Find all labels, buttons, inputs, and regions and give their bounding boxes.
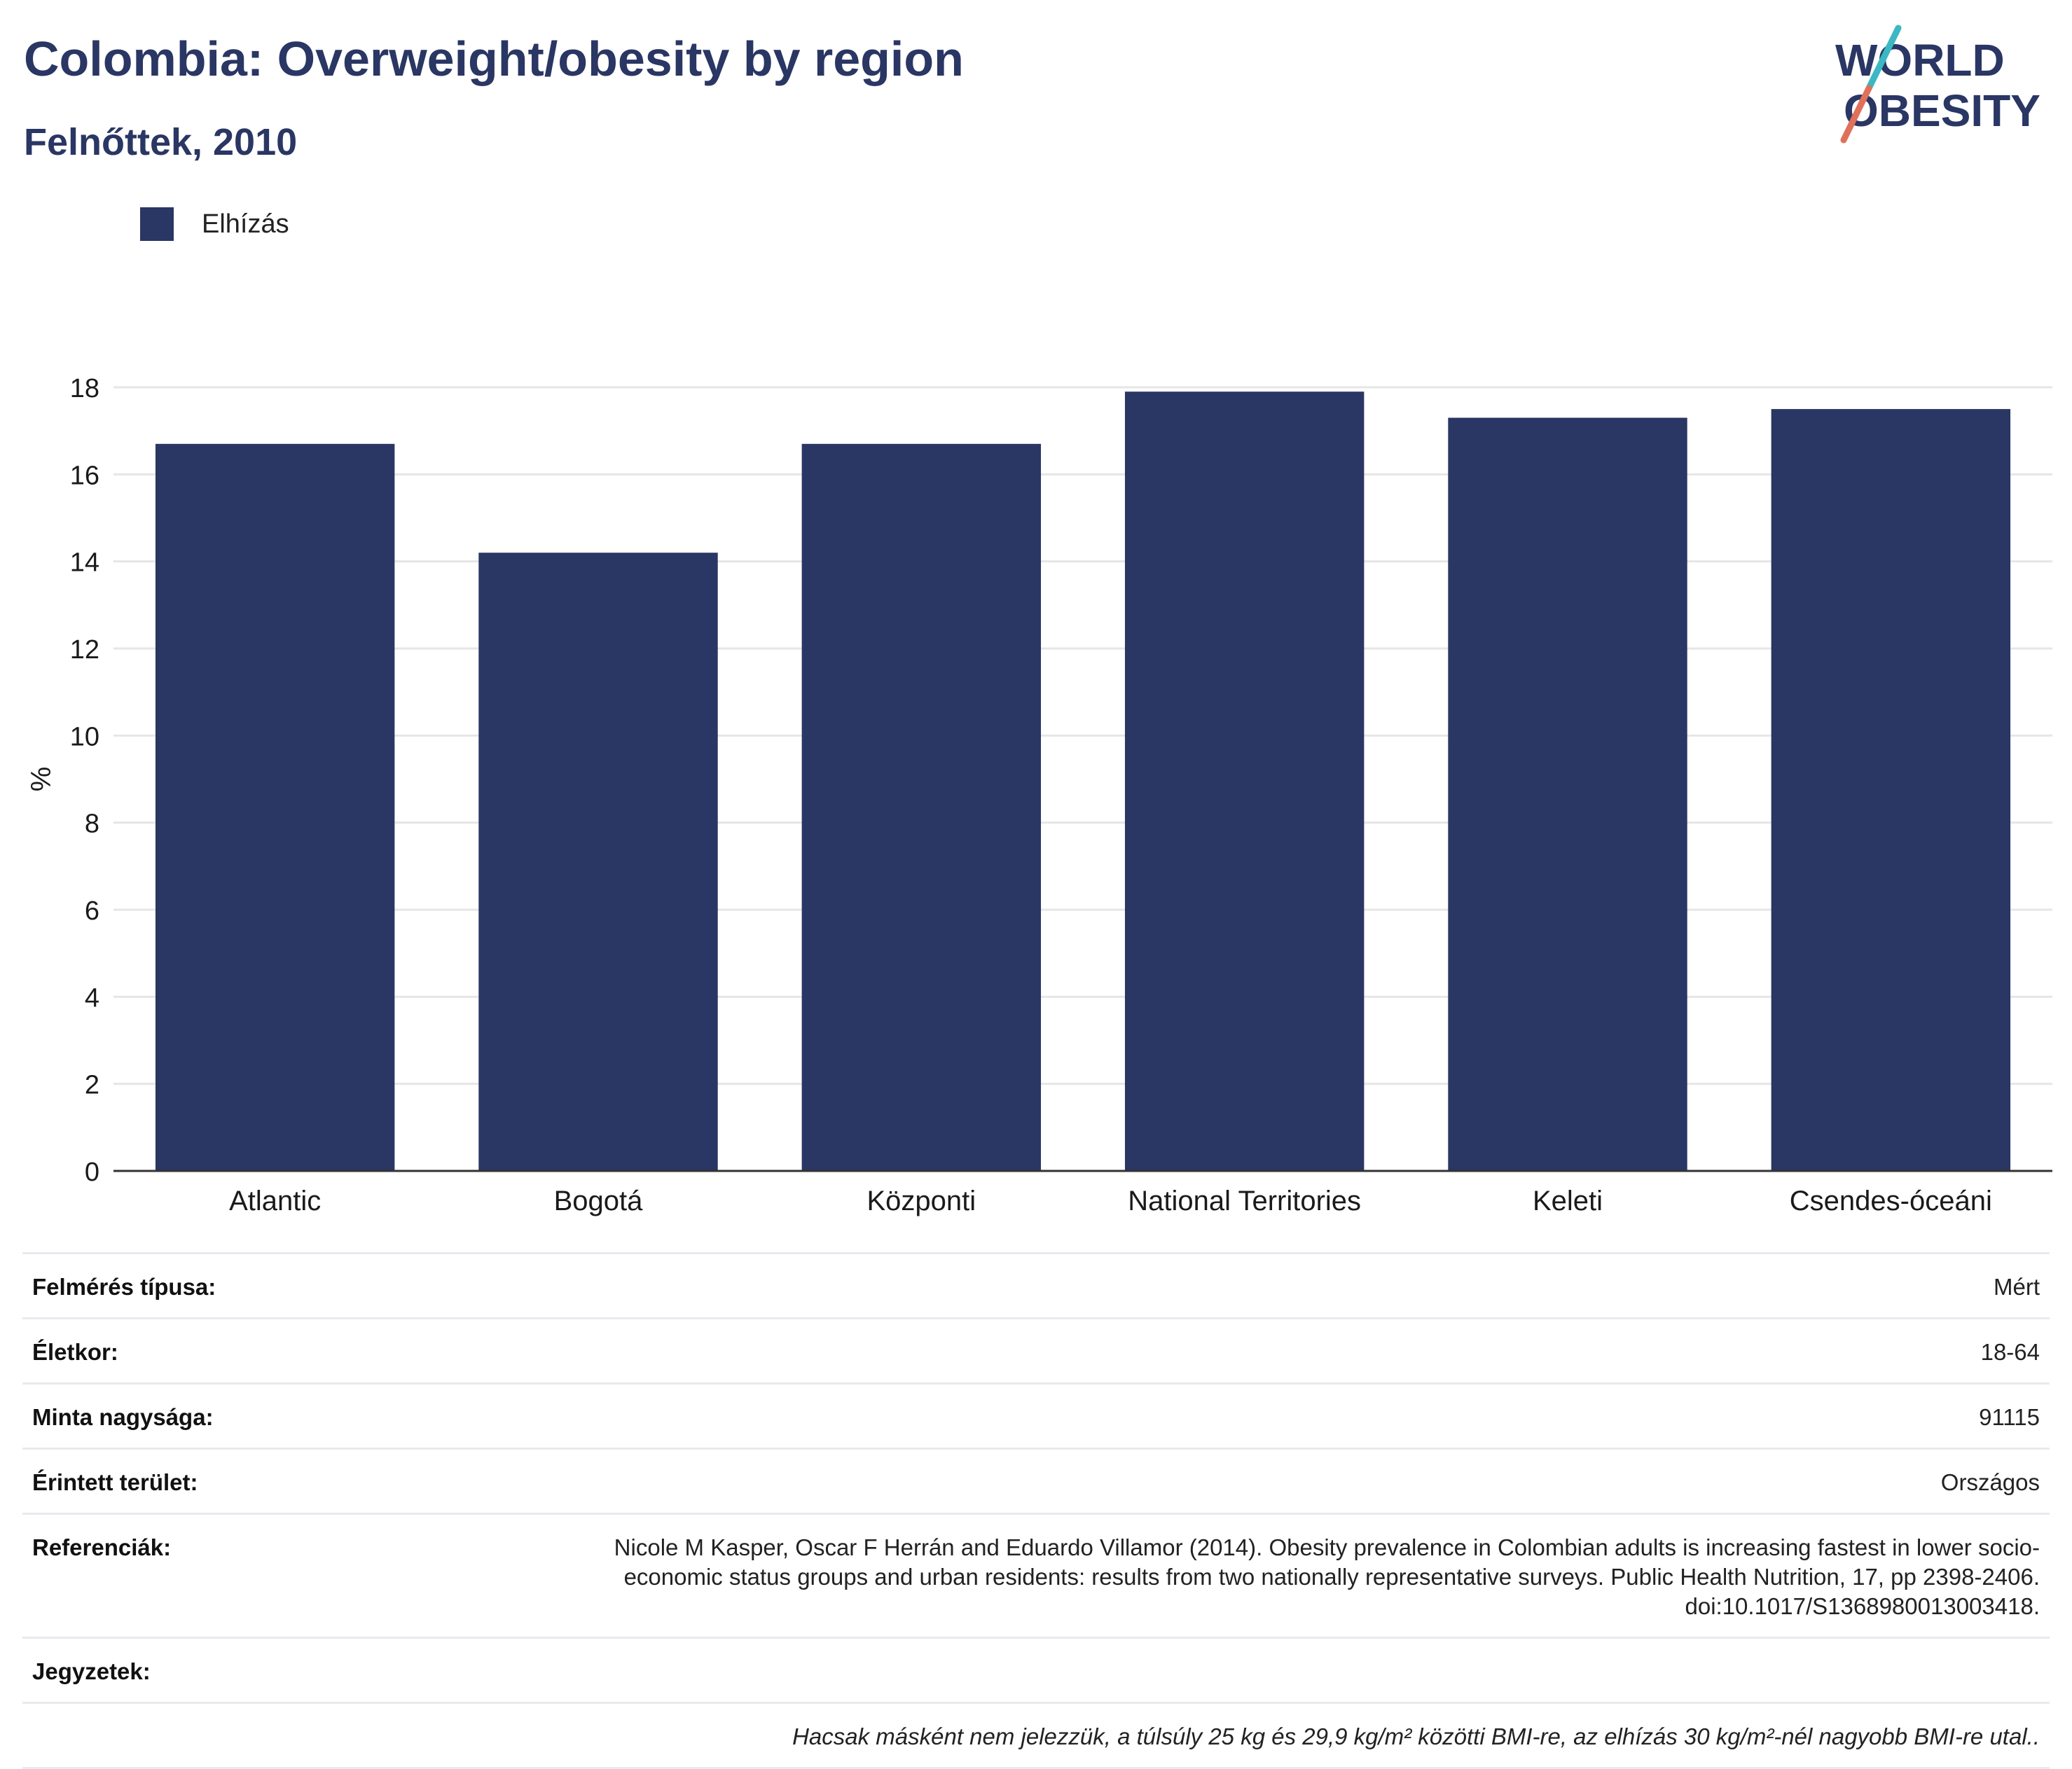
- logo-line2: OBESITY: [1844, 85, 2040, 136]
- info-row-age: Életkor: 18-64: [22, 1317, 2050, 1382]
- y-tick-label: 10: [70, 722, 99, 751]
- survey-type-value: Mért: [1994, 1274, 2040, 1300]
- x-tick-label: Csendes-óceáni: [1790, 1186, 1992, 1216]
- info-row-sample-size: Minta nagysága: 91115: [22, 1382, 2050, 1448]
- sample-size-label: Minta nagysága:: [32, 1404, 214, 1430]
- references-value[interactable]: Nicole M Kasper, Oscar F Herrán and Edua…: [614, 1534, 2040, 1619]
- chart-subtitle: Felnőttek, 2010: [24, 121, 298, 163]
- footnote-text: Hacsak másként nem jelezzük, a túlsúly 2…: [792, 1723, 2040, 1749]
- grid-lines: [113, 386, 2052, 1085]
- notes-label: Jegyzetek:: [32, 1658, 151, 1684]
- x-tick-label: Atlantic: [229, 1186, 321, 1216]
- logo-slash-coral: [1840, 85, 1872, 144]
- survey-type-label: Felmérés típusa:: [32, 1274, 216, 1300]
- sample-size-value: 91115: [1979, 1404, 2040, 1430]
- y-tick-label: 2: [85, 1071, 99, 1100]
- x-tick-label: National Territories: [1128, 1186, 1361, 1216]
- references-label: Referenciák:: [32, 1534, 172, 1560]
- area-label: Érintett terület:: [32, 1469, 198, 1495]
- legend-swatch: [140, 207, 174, 241]
- info-row-survey-type: Felmérés típusa: Mért: [22, 1252, 2050, 1317]
- y-axis-label: %: [26, 767, 57, 792]
- y-tick-label: 12: [70, 635, 99, 665]
- x-tick-labels: Atlantic Bogotá Központi National Territori…: [229, 1186, 1992, 1216]
- age-value: 18-64: [1980, 1339, 2040, 1365]
- x-tick-label: Bogotá: [554, 1186, 644, 1216]
- legend[interactable]: Elhízás: [140, 207, 289, 241]
- world-obesity-logo: WORLD OBESITY: [1835, 25, 2040, 144]
- x-tick-label: Keleti: [1533, 1186, 1603, 1216]
- y-tick-labels: 0 2 4 6 8 10 12 14 16 18: [70, 374, 99, 1187]
- bars: [155, 391, 2011, 1172]
- y-tick-label: 16: [70, 461, 99, 490]
- y-tick-label: 18: [70, 374, 99, 403]
- y-tick-label: 6: [85, 896, 99, 926]
- bar[interactable]: [155, 443, 395, 1171]
- x-tick-label: Központi: [866, 1186, 976, 1216]
- info-table: Felmérés típusa: Mért Életkor: 18-64 Min…: [22, 1252, 2050, 1769]
- bar[interactable]: [478, 553, 718, 1171]
- chart-title: Colombia: Overweight/obesity by region: [24, 32, 964, 86]
- info-row-notes: Jegyzetek:: [22, 1637, 2050, 1702]
- bar[interactable]: [1448, 417, 1687, 1172]
- legend-label: Elhízás: [202, 209, 289, 239]
- logo-line1: WORLD: [1835, 35, 2005, 85]
- info-row-footnote: Hacsak másként nem jelezzük, a túlsúly 2…: [22, 1702, 2050, 1769]
- y-tick-label: 4: [85, 983, 99, 1013]
- bar-chart: 0 2 4 6 8 10 12 14 16 18 Atlantic Bogotá Központi Na…: [26, 374, 2052, 1216]
- bar[interactable]: [1124, 391, 1365, 1171]
- logo-slash-teal: [1865, 25, 1902, 92]
- info-row-area: Érintett terület: Országos: [22, 1448, 2050, 1513]
- y-tick-label: 14: [70, 548, 99, 578]
- bar[interactable]: [801, 443, 1042, 1171]
- info-row-references: Referenciák: Nicole M Kasper, Oscar F He…: [22, 1513, 2050, 1637]
- area-value: Országos: [1940, 1469, 2040, 1495]
- bar[interactable]: [1771, 409, 2011, 1172]
- y-tick-label: 8: [85, 810, 99, 839]
- age-label: Életkor:: [32, 1339, 118, 1365]
- y-tick-label: 0: [85, 1158, 99, 1187]
